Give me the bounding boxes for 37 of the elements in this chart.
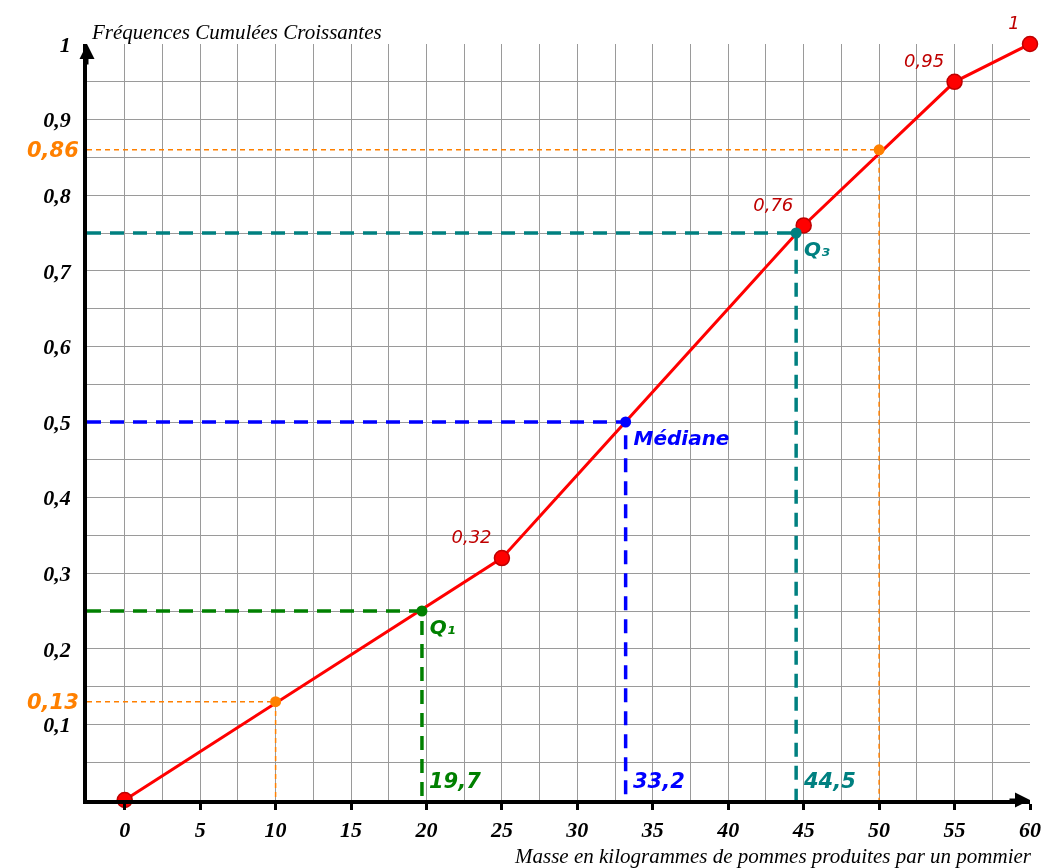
series-label: Médiane: [633, 425, 730, 450]
annotation: 33,2: [633, 769, 685, 793]
y-tick-label: 1: [59, 31, 71, 57]
x-tick-label: 20: [414, 817, 438, 843]
series-label: Q₃: [804, 236, 831, 261]
annotation: 0,13: [27, 690, 79, 714]
x-tick-label: 35: [640, 817, 664, 843]
x-tick-label: 5: [194, 817, 206, 843]
x-tick-label: 30: [565, 817, 589, 843]
x-tick-label: 55: [943, 817, 966, 843]
series-label: Q₁: [429, 614, 456, 639]
y-axis-title: Fréquences Cumulées Croissantes: [91, 20, 382, 44]
x-tick-label: 50: [868, 817, 891, 843]
x-tick-label: 45: [791, 817, 815, 843]
x-axis-title: Masse en kilogrammes de pommes produites par un pommier: [514, 844, 1032, 868]
y-tick-label: 0,3: [43, 560, 71, 586]
annotation: 44,5: [803, 769, 856, 793]
x-tick-label: 0: [119, 817, 131, 843]
data-label: 0,32: [451, 526, 492, 548]
y-tick-label: 0,5: [43, 409, 71, 435]
data-label: 0,95: [904, 49, 945, 71]
y-tick-label: 0,7: [43, 258, 72, 284]
x-tick-label: 15: [340, 817, 363, 843]
y-tick-label: 0,1: [43, 712, 71, 738]
x-tick-label: 60: [1019, 817, 1041, 843]
x-tick-label: 10: [264, 817, 287, 843]
y-tick-label: 0,9: [43, 107, 71, 133]
y-tick-label: 0,6: [43, 334, 71, 360]
data-label: 1: [1008, 12, 1020, 34]
annotation: 0,86: [27, 138, 79, 162]
data-label: 0,76: [753, 193, 794, 215]
annotation: 19,7: [429, 769, 482, 793]
y-tick-label: 0,8: [43, 182, 71, 208]
x-tick-label: 40: [716, 817, 740, 843]
y-tick-label: 0,2: [43, 636, 71, 662]
x-tick-label: 25: [489, 817, 513, 843]
y-tick-label: 0,4: [43, 485, 71, 511]
